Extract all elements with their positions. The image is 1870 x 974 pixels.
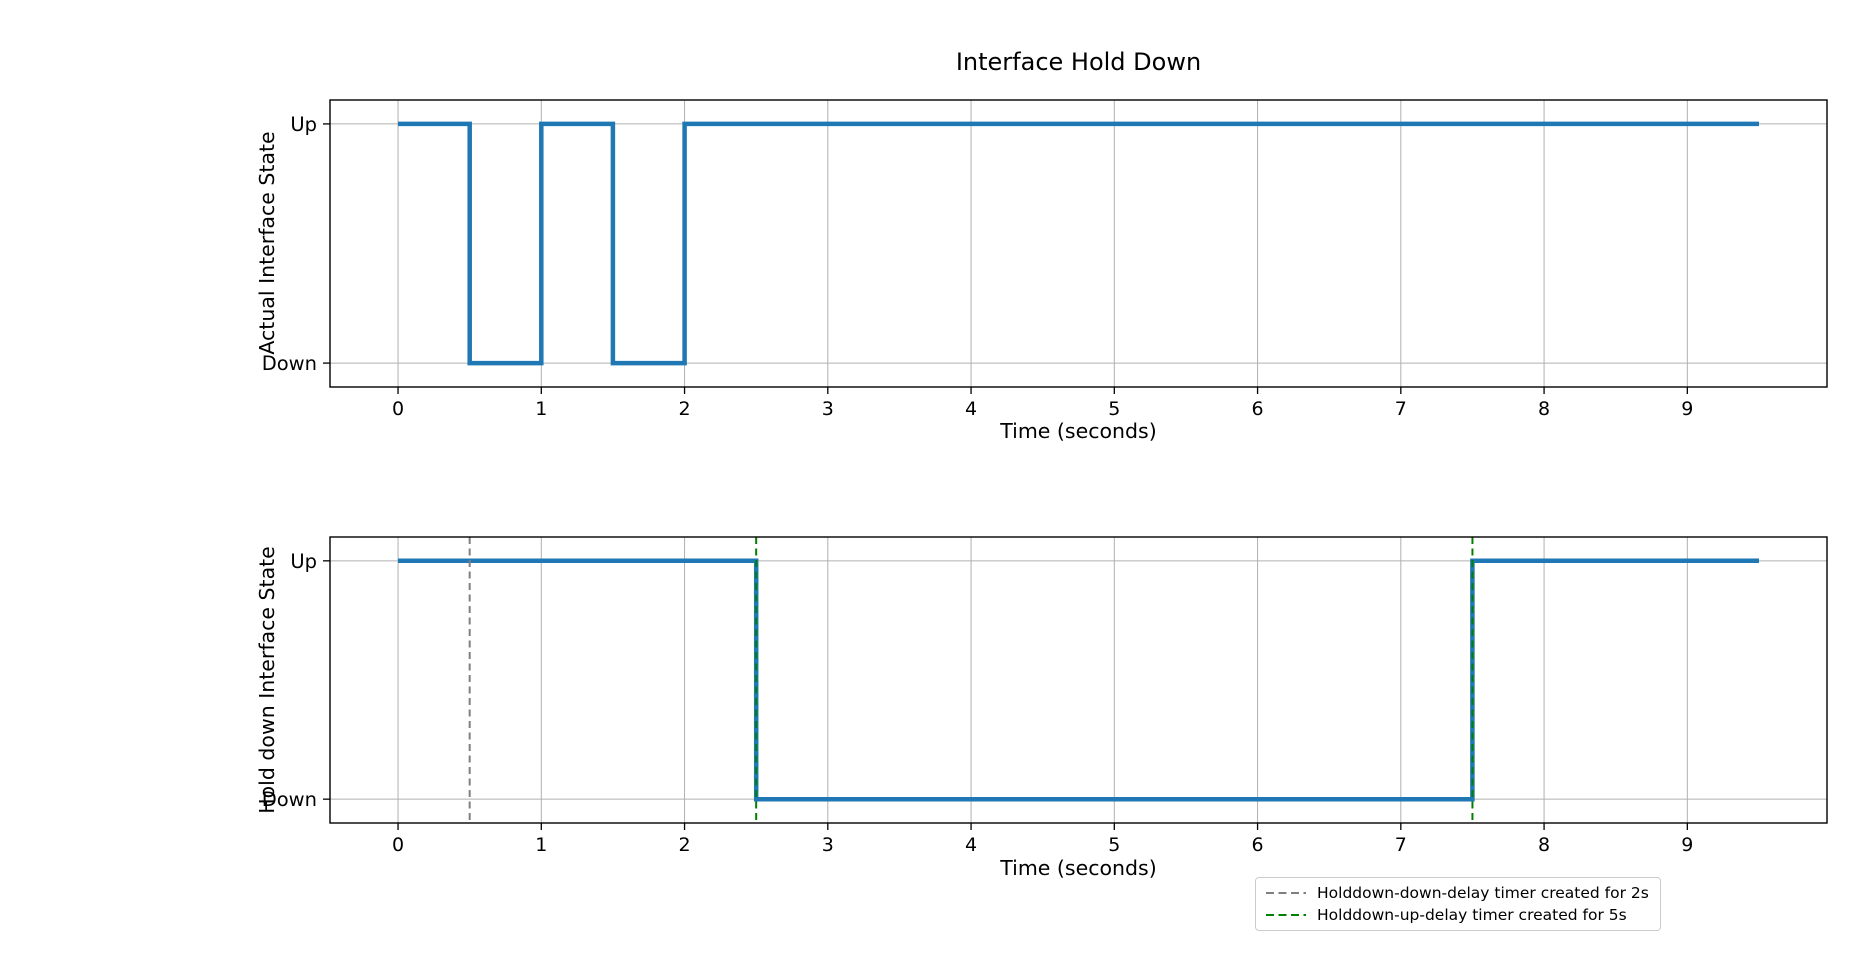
legend-dashed-line-sample bbox=[1266, 891, 1306, 894]
x-tick-label: 2 bbox=[679, 834, 691, 856]
axes-border bbox=[329, 99, 1828, 388]
chart-title: Interface Hold Down bbox=[955, 48, 1202, 76]
x-tick-label: 5 bbox=[1108, 398, 1120, 420]
x-tick-label: 0 bbox=[392, 834, 404, 856]
x-tick-label: 3 bbox=[822, 398, 834, 420]
series-step-line bbox=[398, 121, 1759, 366]
x-tick-label: 2 bbox=[679, 398, 691, 420]
x-tick-label: 9 bbox=[1681, 834, 1693, 856]
y-axis-label-actual-state: Actual Interface State bbox=[255, 131, 279, 355]
legend-dashed-line-sample bbox=[1266, 913, 1306, 916]
x-tick-label: 1 bbox=[535, 398, 547, 420]
plot-area-holddown-state: 0 1 2 3 4 5 6 7 8 9 Up Down bbox=[262, 536, 1828, 856]
legend: Holddown-down-delay timer created for 2s… bbox=[1255, 877, 1661, 931]
legend-entry: Holddown-up-delay timer created for 5s bbox=[1265, 905, 1649, 924]
x-axis-label-top: Time (seconds) bbox=[1000, 419, 1157, 443]
x-tick-label: 7 bbox=[1395, 834, 1407, 856]
x-tick-label: 8 bbox=[1538, 398, 1550, 420]
axes-border bbox=[329, 536, 1828, 824]
series-step-line bbox=[398, 558, 1759, 802]
plot-area-actual-state: 0 1 2 3 4 5 6 7 8 9 Up Down bbox=[262, 99, 1828, 420]
y-tick-label: Up bbox=[290, 550, 317, 573]
x-tick-label: 1 bbox=[535, 834, 547, 856]
x-tick-label: 6 bbox=[1252, 398, 1264, 420]
x-tick-label: 3 bbox=[822, 834, 834, 856]
x-tick-label: 8 bbox=[1538, 834, 1550, 856]
x-tick-label: 7 bbox=[1395, 398, 1407, 420]
x-tick-label: 9 bbox=[1681, 398, 1693, 420]
y-tick-label: Up bbox=[290, 113, 317, 136]
legend-entry-label: Holddown-down-delay timer created for 2s bbox=[1317, 883, 1649, 902]
legend-entry-label: Holddown-up-delay timer created for 5s bbox=[1317, 905, 1627, 924]
x-tick-label: 0 bbox=[392, 398, 404, 420]
x-axis-label-bottom: Time (seconds) bbox=[1000, 856, 1157, 880]
y-tick-label: Down bbox=[262, 788, 317, 811]
x-tick-label: 6 bbox=[1252, 834, 1264, 856]
y-axis-label-holddown-state: Hold down Interface State bbox=[255, 546, 279, 814]
x-tick-label: 4 bbox=[965, 398, 977, 420]
x-tick-label: 5 bbox=[1108, 834, 1120, 856]
y-tick-label: Down bbox=[262, 352, 317, 375]
x-tick-label: 4 bbox=[965, 834, 977, 856]
legend-entry: Holddown-down-delay timer created for 2s bbox=[1265, 883, 1649, 902]
